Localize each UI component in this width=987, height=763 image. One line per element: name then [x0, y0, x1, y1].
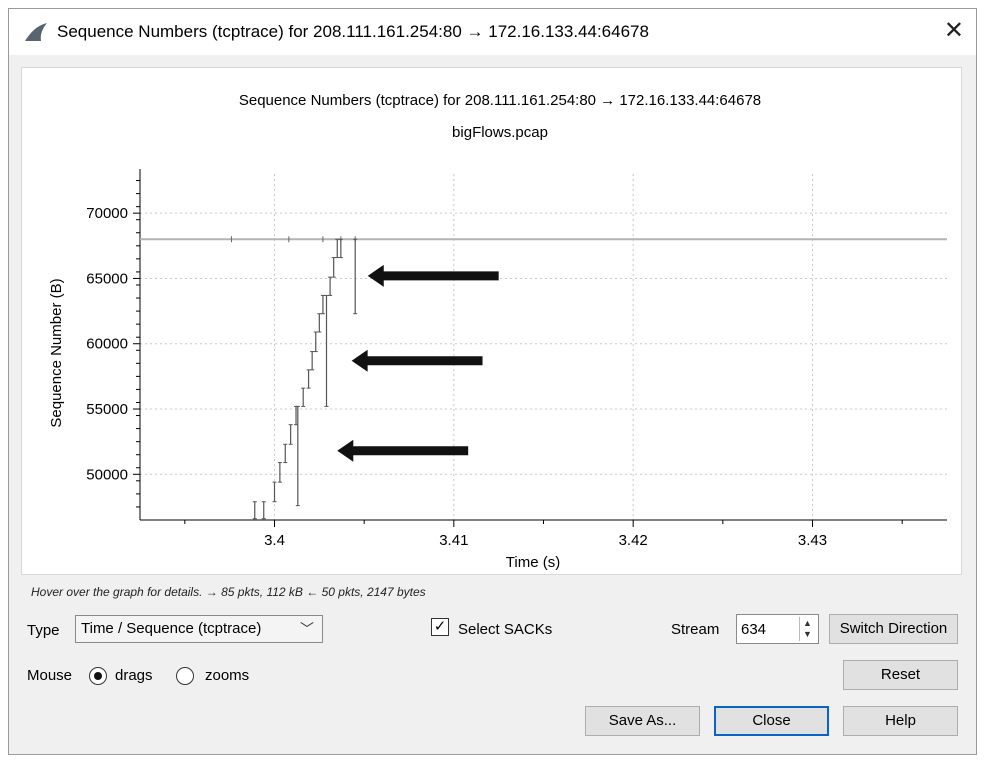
x-axis-label: Time (s): [506, 554, 560, 571]
axes: 3.4 3.41 3.42 3.43 50000 55000 60000 65000 70000: [86, 169, 947, 549]
y-axis-label: Sequence Number (B): [48, 278, 65, 427]
stream-spinbox[interactable]: 634 ▲ ▼: [736, 614, 819, 644]
sequence-chart[interactable]: Sequence Numbers (tcptrace) for 208.111.…: [22, 68, 961, 574]
type-select[interactable]: Time / Sequence (tcptrace) ﹀: [75, 615, 323, 643]
reset-button[interactable]: Reset: [843, 660, 958, 690]
y-tick-label: 60000: [86, 336, 128, 353]
shark-fin-icon: [25, 23, 47, 41]
checkmark-icon: ✓: [433, 618, 447, 635]
graph-area[interactable]: Sequence Numbers (tcptrace) for 208.111.…: [21, 67, 962, 575]
close-icon[interactable]: ✕: [943, 17, 964, 44]
select-sacks-checkbox[interactable]: ✓: [431, 618, 449, 636]
switch-direction-button[interactable]: Switch Direction: [829, 614, 958, 644]
annotation-arrow-head: [367, 264, 384, 287]
help-button[interactable]: Help: [843, 706, 958, 736]
window-title: Sequence Numbers (tcptrace) for 208.111.…: [57, 22, 649, 41]
zooms-label[interactable]: zooms: [205, 667, 250, 684]
x-tick-label: 3.43: [798, 532, 827, 549]
stream-label: Stream: [671, 621, 720, 638]
type-label: Type: [27, 622, 60, 639]
annotation-arrows: [337, 264, 499, 462]
y-tick-label: 65000: [86, 270, 128, 287]
zooms-radio[interactable]: [176, 667, 194, 685]
x-tick-label: 3.42: [619, 532, 648, 549]
mouse-label: Mouse: [27, 667, 73, 684]
save-as-button[interactable]: Save As...: [585, 706, 700, 736]
annotation-arrow-head: [337, 439, 354, 462]
drags-label[interactable]: drags: [115, 667, 153, 684]
chart-title: Sequence Numbers (tcptrace) for 208.111.…: [239, 92, 761, 109]
drags-radio[interactable]: [89, 667, 107, 685]
y-tick-label: 55000: [86, 401, 128, 418]
title-bar[interactable]: Sequence Numbers (tcptrace) for 208.111.…: [9, 9, 976, 55]
data-marks: [140, 236, 947, 520]
type-select-value: Time / Sequence (tcptrace): [81, 620, 262, 637]
y-tick-label: 70000: [86, 205, 128, 222]
spin-down-icon[interactable]: ▼: [803, 629, 812, 639]
grid-lines: [140, 174, 947, 520]
spin-up-icon[interactable]: ▲: [803, 618, 812, 628]
y-tick-label: 50000: [86, 466, 128, 483]
close-button[interactable]: Close: [714, 706, 829, 736]
x-tick-label: 3.41: [439, 532, 468, 549]
dialog-window: Sequence Numbers (tcptrace) for 208.111.…: [8, 8, 977, 755]
chevron-down-icon: ﹀: [300, 621, 314, 637]
chart-subtitle: bigFlows.pcap: [452, 124, 548, 141]
spin-arrows[interactable]: ▲ ▼: [799, 617, 816, 641]
annotation-arrow-head: [351, 349, 368, 372]
x-tick-label: 3.4: [264, 532, 285, 549]
stream-value: 634: [741, 621, 767, 638]
status-hint: Hover over the graph for details. → 85 p…: [31, 585, 426, 599]
select-sacks-label[interactable]: Select SACKs: [458, 621, 553, 638]
